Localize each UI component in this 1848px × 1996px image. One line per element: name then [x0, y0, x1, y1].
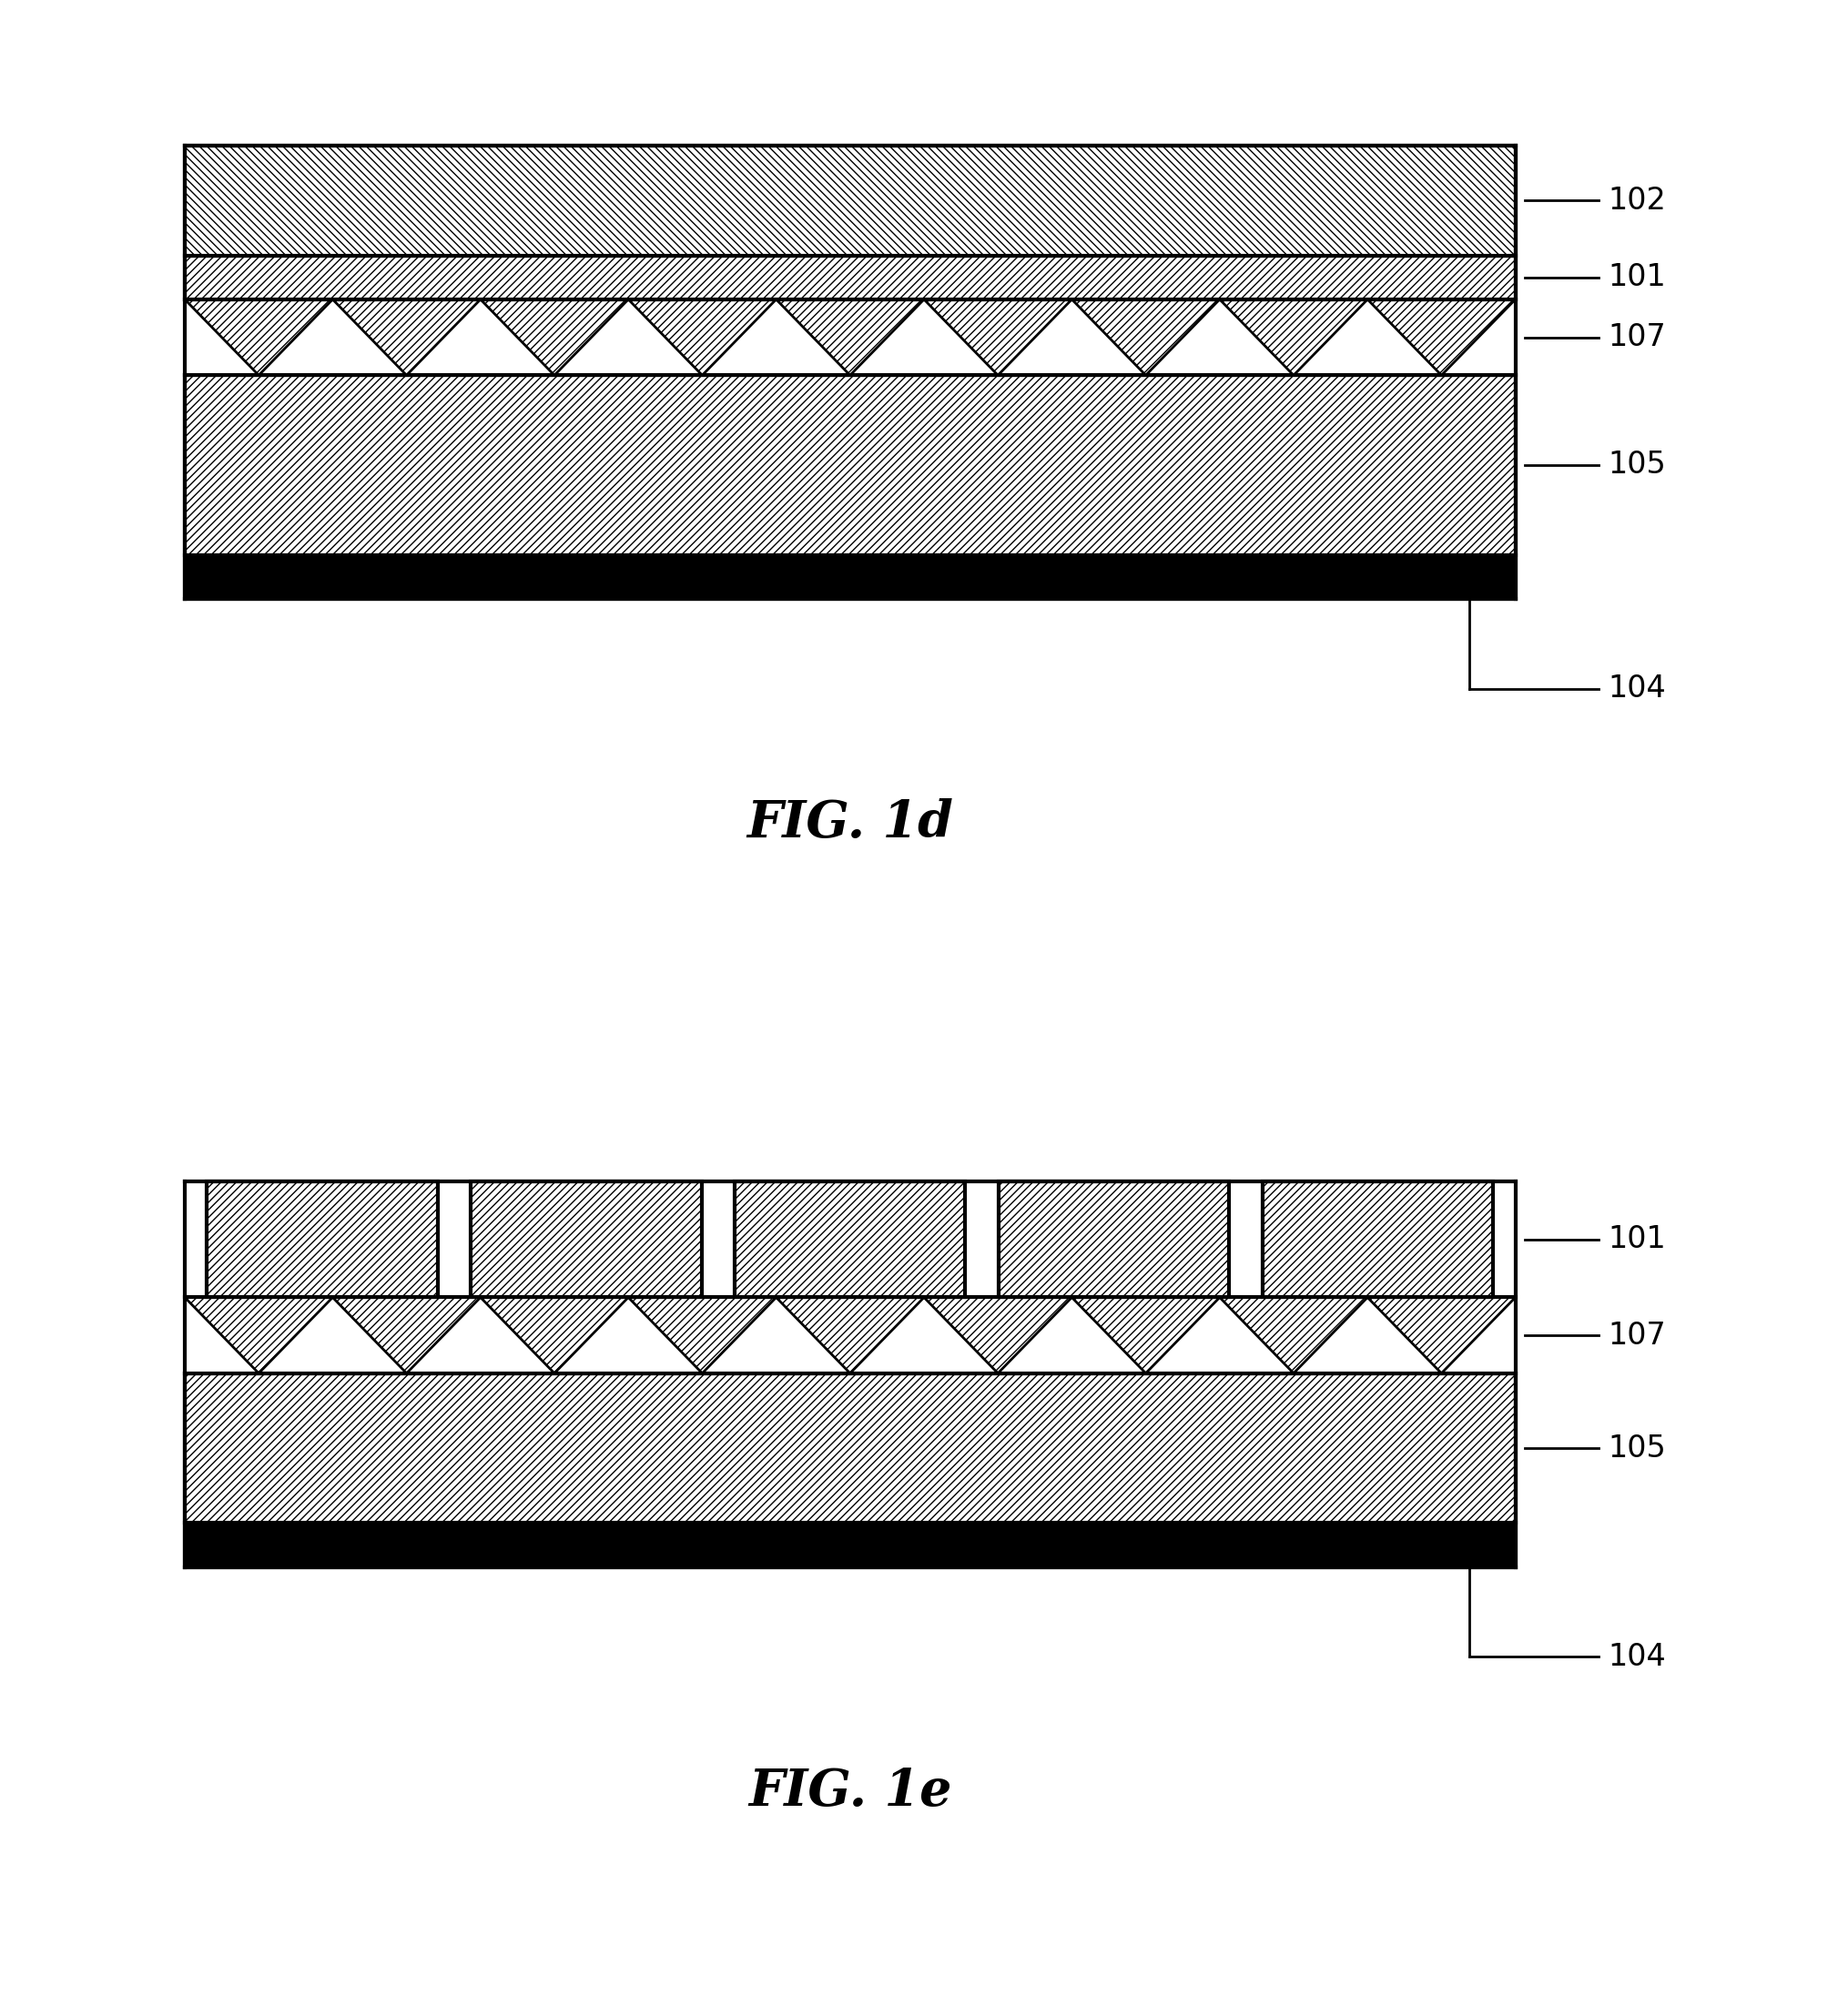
- Bar: [185, 255, 1515, 299]
- Text: 101: 101: [1608, 261, 1665, 293]
- Bar: [185, 555, 1515, 599]
- Bar: [185, 1523, 1515, 1567]
- Text: 101: 101: [1608, 1224, 1665, 1255]
- Bar: [998, 1182, 1229, 1297]
- Text: FIG. 1e: FIG. 1e: [748, 1766, 952, 1816]
- Text: 107: 107: [1608, 1319, 1665, 1351]
- Text: 107: 107: [1608, 321, 1665, 353]
- Bar: [185, 375, 1515, 555]
- Bar: [1262, 1182, 1493, 1297]
- Bar: [471, 1182, 702, 1297]
- Bar: [736, 1182, 965, 1297]
- Bar: [185, 1297, 1515, 1373]
- Bar: [185, 146, 1515, 255]
- Text: 102: 102: [1608, 186, 1665, 216]
- Text: 105: 105: [1608, 449, 1665, 481]
- Text: 104: 104: [1608, 1641, 1665, 1673]
- Text: 105: 105: [1608, 1433, 1665, 1463]
- Text: 104: 104: [1608, 673, 1665, 705]
- Bar: [185, 1373, 1515, 1523]
- Text: FIG. 1d: FIG. 1d: [747, 798, 954, 848]
- Bar: [185, 299, 1515, 375]
- Bar: [207, 1182, 438, 1297]
